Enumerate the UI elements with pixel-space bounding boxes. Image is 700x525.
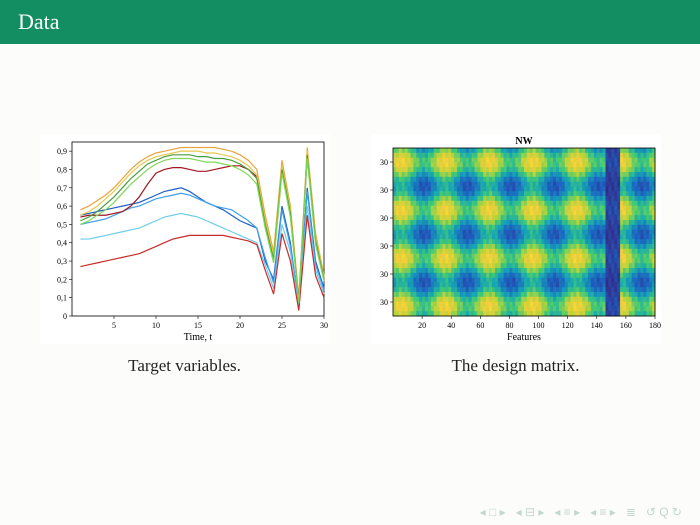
svg-text:15: 15 <box>194 321 202 330</box>
svg-text:80: 80 <box>505 321 513 330</box>
beamer-footer-nav: ◂ □ ▸ ◂ ⊟ ▸ ◂ ≡ ▸ ◂ ≡ ▸ ≣ ↺ Q ↻ <box>480 505 682 519</box>
left-panel: 0 0,1 0,2 0,3 0,4 0,5 0,6 0,7 0,8 0,9 5 10 15 20 25 30 T… <box>28 134 341 376</box>
nav-first-icon[interactable]: ◂ □ ▸ <box>480 505 506 519</box>
content-area: 0 0,1 0,2 0,3 0,4 0,5 0,6 0,7 0,8 0,9 5 10 15 20 25 30 T… <box>0 44 700 376</box>
svg-text:0: 0 <box>63 312 67 321</box>
svg-text:0,5: 0,5 <box>57 220 67 229</box>
right-caption: The design matrix. <box>452 356 580 376</box>
svg-text:NW: NW <box>515 136 532 147</box>
svg-text:30: 30 <box>380 158 388 167</box>
svg-text:120: 120 <box>561 321 573 330</box>
svg-text:10: 10 <box>152 321 160 330</box>
nav-next-icon[interactable]: ◂ ≡ ▸ <box>554 505 580 519</box>
svg-text:Time, t: Time, t <box>183 332 212 343</box>
nav-reload-icon[interactable]: ↺ Q ↻ <box>646 505 682 519</box>
titlebar: Data <box>0 0 700 44</box>
svg-text:Features: Features <box>507 332 541 343</box>
right-panel: NW 20 40 60 80 100 120 140 160 180 30 30 30 30 30 30 Fea… <box>359 134 672 376</box>
svg-text:0,2: 0,2 <box>57 275 67 284</box>
svg-text:20: 20 <box>418 321 426 330</box>
svg-text:0,3: 0,3 <box>57 257 67 266</box>
svg-text:20: 20 <box>236 321 244 330</box>
svg-text:25: 25 <box>278 321 286 330</box>
svg-text:160: 160 <box>619 321 631 330</box>
svg-text:140: 140 <box>590 321 602 330</box>
svg-text:30: 30 <box>380 298 388 307</box>
svg-text:30: 30 <box>380 242 388 251</box>
nav-out-icon[interactable]: ≣ <box>626 505 636 519</box>
svg-text:100: 100 <box>532 321 544 330</box>
target-variables-chart: 0 0,1 0,2 0,3 0,4 0,5 0,6 0,7 0,8 0,9 5 10 15 20 25 30 T… <box>40 134 330 344</box>
design-matrix-chart: NW 20 40 60 80 100 120 140 160 180 30 30 30 30 30 30 Fea… <box>371 134 661 344</box>
svg-text:180: 180 <box>649 321 661 330</box>
svg-text:30: 30 <box>380 186 388 195</box>
svg-text:30: 30 <box>320 321 328 330</box>
svg-text:0,6: 0,6 <box>57 202 67 211</box>
svg-text:0,4: 0,4 <box>57 239 67 248</box>
svg-text:0,8: 0,8 <box>57 165 67 174</box>
left-caption: Target variables. <box>128 356 241 376</box>
svg-text:60: 60 <box>476 321 484 330</box>
svg-text:30: 30 <box>380 214 388 223</box>
svg-text:0,1: 0,1 <box>57 294 67 303</box>
nav-last-icon[interactable]: ◂ ≡ ▸ <box>590 505 616 519</box>
svg-text:5: 5 <box>112 321 116 330</box>
svg-text:30: 30 <box>380 270 388 279</box>
svg-text:40: 40 <box>447 321 455 330</box>
svg-text:0,7: 0,7 <box>57 184 67 193</box>
slide-title: Data <box>18 9 60 35</box>
svg-text:0,9: 0,9 <box>57 147 67 156</box>
nav-prev-icon[interactable]: ◂ ⊟ ▸ <box>516 505 545 519</box>
